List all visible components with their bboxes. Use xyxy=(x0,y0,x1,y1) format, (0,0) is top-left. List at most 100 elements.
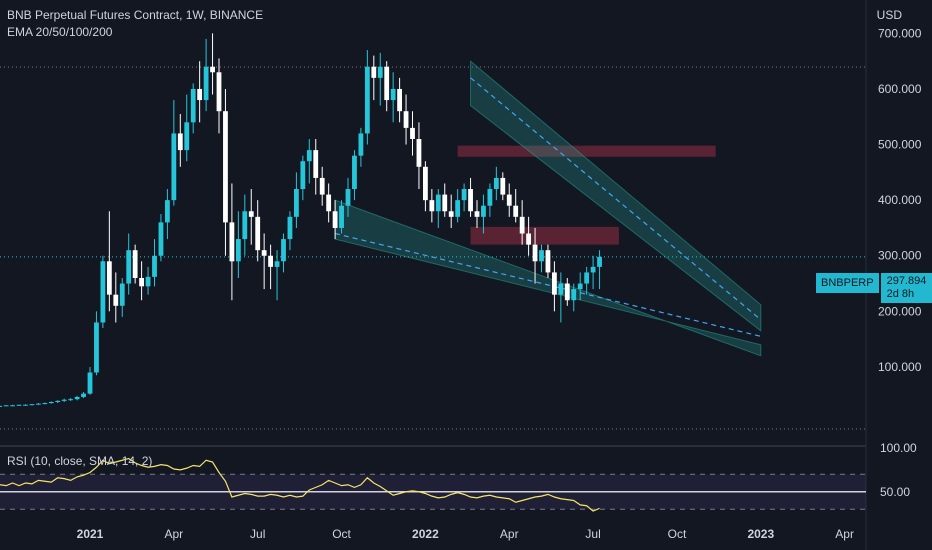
candle-body xyxy=(0,405,3,407)
candle-body xyxy=(197,88,203,101)
candle-body xyxy=(461,189,467,201)
candle-body xyxy=(190,88,196,123)
candle-body xyxy=(29,404,35,406)
y-tick-label: 500.000 xyxy=(878,138,922,152)
candle-body xyxy=(255,216,261,251)
candle-body xyxy=(145,276,151,287)
candle-body xyxy=(552,272,557,295)
y-tick-label: 200.000 xyxy=(878,304,922,318)
candle-body xyxy=(319,177,325,195)
candle-body xyxy=(55,400,61,402)
candle-body xyxy=(442,194,448,212)
candle-body xyxy=(23,404,28,406)
y-tick-label: 600.000 xyxy=(878,82,922,96)
candle-body xyxy=(448,211,454,217)
candle-body xyxy=(132,250,138,278)
candle-body xyxy=(493,177,499,190)
candle-body xyxy=(332,211,338,228)
candle-body xyxy=(68,399,74,401)
x-tick-label: Oct xyxy=(668,527,687,541)
candle-body xyxy=(481,205,486,217)
candle-body xyxy=(423,166,428,201)
candle-body xyxy=(223,111,228,223)
price-tag-countdown: 2d 8h xyxy=(886,288,915,300)
resistance-zone xyxy=(457,145,716,157)
candle-body xyxy=(203,66,209,101)
rsi-tick-label: 50.00 xyxy=(880,485,910,499)
candle-body xyxy=(390,88,396,101)
chart-title: BNB Perpetual Futures Contract, 1W, BINA… xyxy=(7,8,264,22)
x-tick-label: Apr xyxy=(165,527,184,541)
x-tick-label: 2023 xyxy=(747,527,774,541)
candle-body xyxy=(42,403,48,405)
candle-body xyxy=(339,205,344,228)
candle-body xyxy=(274,261,280,267)
rsi-tick-label: 100.00 xyxy=(880,441,917,455)
price-tag-symbol: BNBPERP xyxy=(816,273,879,293)
candle-body xyxy=(532,244,538,262)
candle-body xyxy=(294,189,299,217)
candle-body xyxy=(268,255,273,267)
candle-body xyxy=(48,401,54,404)
candle-body xyxy=(261,250,267,256)
candle-body xyxy=(16,404,22,406)
x-tick-label: Apr xyxy=(500,527,519,541)
candle-body xyxy=(416,138,422,167)
candle-body xyxy=(358,133,364,156)
candle-body xyxy=(87,372,93,394)
candle-body xyxy=(468,189,473,212)
candle-body xyxy=(371,66,377,78)
y-tick-label: 300.000 xyxy=(878,249,922,263)
candle-body xyxy=(577,283,583,290)
price-tag-values: 297.894 2d 8h xyxy=(880,273,932,303)
channel-midline xyxy=(334,232,761,337)
x-tick-label: 2021 xyxy=(77,527,104,541)
candle-body xyxy=(584,272,590,284)
last-price-tag: BNBPERP 297.894 2d 8h xyxy=(816,273,932,303)
candle-body xyxy=(36,403,41,405)
candle-body xyxy=(235,239,241,262)
candle-body xyxy=(345,189,351,206)
y-tick-label: 400.000 xyxy=(878,193,922,207)
candle-body xyxy=(158,222,164,256)
candle-body xyxy=(455,200,461,217)
x-tick-label: Jul xyxy=(585,527,600,541)
indicator-label[interactable]: EMA 20/50/100/200 xyxy=(7,25,113,39)
candle-body xyxy=(113,294,119,306)
x-tick-label: 2022 xyxy=(412,527,439,541)
x-tick-label: Jul xyxy=(250,527,265,541)
candle-body xyxy=(300,161,306,190)
candle-body xyxy=(10,405,15,407)
candle-body xyxy=(326,194,332,212)
candle-body xyxy=(435,194,441,212)
candle-body xyxy=(210,66,215,73)
candle-body xyxy=(545,250,551,273)
candle-body xyxy=(184,122,190,151)
candle-body xyxy=(500,177,506,195)
candle-body xyxy=(106,261,112,295)
trend-channel xyxy=(470,60,762,332)
candle-body xyxy=(352,155,357,190)
candle-body xyxy=(281,239,286,262)
candle-body xyxy=(177,133,183,151)
rsi-indicator-label[interactable]: RSI (10, close, SMA, 14, 2) xyxy=(7,454,153,468)
candle-body xyxy=(364,66,370,134)
candle-body xyxy=(474,211,480,217)
candle-body xyxy=(74,396,80,400)
candle-body xyxy=(287,216,293,240)
candle-body xyxy=(248,211,254,217)
candle-body xyxy=(564,283,570,301)
candle-body xyxy=(119,283,125,306)
candle-body xyxy=(165,200,170,223)
y-tick-label: 100.000 xyxy=(878,360,922,374)
candle-body xyxy=(377,66,383,78)
candle-body xyxy=(513,205,519,217)
candle-body xyxy=(216,72,222,112)
candle-body xyxy=(403,111,409,128)
candle-body xyxy=(306,150,312,162)
candle-body xyxy=(3,405,9,407)
candle-body xyxy=(506,194,512,206)
candle-body xyxy=(597,256,602,267)
candle-body xyxy=(410,127,415,139)
